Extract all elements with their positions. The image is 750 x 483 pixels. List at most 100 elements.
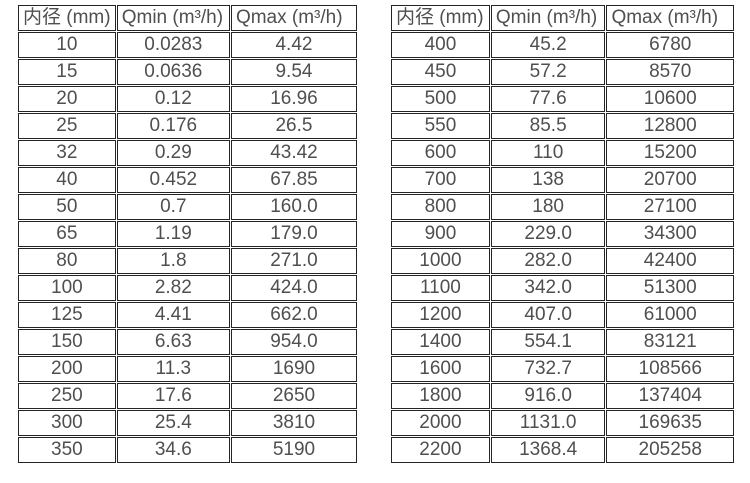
cell: 350 <box>18 437 116 463</box>
cell: 25.4 <box>116 410 230 436</box>
cell: 67.85 <box>230 167 357 193</box>
cell: 6780 <box>606 32 734 58</box>
cell: 45.2 <box>490 32 606 58</box>
cell: 6.63 <box>116 329 230 355</box>
table-row: 10 0.0283 4.42 <box>18 32 357 58</box>
cell: 3810 <box>230 410 357 436</box>
cell: 271.0 <box>230 248 357 274</box>
cell: 179.0 <box>230 221 357 247</box>
table-row: 32 0.29 43.42 <box>18 140 357 166</box>
table-row: 350 34.6 5190 <box>18 437 357 463</box>
cell: 550 <box>391 113 490 139</box>
cell: 500 <box>391 86 490 112</box>
cell: 0.29 <box>116 140 230 166</box>
cell: 108566 <box>606 356 734 382</box>
cell: 137404 <box>606 383 734 409</box>
table-row: 25 0.176 26.5 <box>18 113 357 139</box>
cell: 34.6 <box>116 437 230 463</box>
cell: 85.5 <box>490 113 606 139</box>
cell: 10 <box>18 32 116 58</box>
cell: 20 <box>18 86 116 112</box>
cell: 600 <box>391 140 490 166</box>
cell: 125 <box>18 302 116 328</box>
cell: 250 <box>18 383 116 409</box>
cell: 1100 <box>391 275 490 301</box>
cell: 20700 <box>606 167 734 193</box>
cell: 65 <box>18 221 116 247</box>
cell: 1800 <box>391 383 490 409</box>
column-header: Qmin (m³/h) <box>490 5 606 31</box>
table-row: 150 6.63 954.0 <box>18 329 357 355</box>
cell: 110 <box>490 140 606 166</box>
cell: 700 <box>391 167 490 193</box>
cell: 51300 <box>606 275 734 301</box>
cell: 42400 <box>606 248 734 274</box>
cell: 954.0 <box>230 329 357 355</box>
cell: 1400 <box>391 329 490 355</box>
table-row: 450 57.2 8570 <box>391 59 734 85</box>
cell: 450 <box>391 59 490 85</box>
cell: 138 <box>490 167 606 193</box>
cell: 800 <box>391 194 490 220</box>
table-row: 2200 1368.4 205258 <box>391 437 734 463</box>
cell: 8570 <box>606 59 734 85</box>
table-row: 1400 554.1 83121 <box>391 329 734 355</box>
cell: 26.5 <box>230 113 357 139</box>
table-row: 900 229.0 34300 <box>391 221 734 247</box>
cell: 0.176 <box>116 113 230 139</box>
cell: 80 <box>18 248 116 274</box>
table-row: 2000 1131.0 169635 <box>391 410 734 436</box>
cell: 1.8 <box>116 248 230 274</box>
cell: 200 <box>18 356 116 382</box>
cell: 27100 <box>606 194 734 220</box>
table-row: 125 4.41 662.0 <box>18 302 357 328</box>
cell: 11.3 <box>116 356 230 382</box>
cell: 0.452 <box>116 167 230 193</box>
cell: 2650 <box>230 383 357 409</box>
column-header: Qmax (m³/h) <box>230 5 357 31</box>
cell: 32 <box>18 140 116 166</box>
cell: 50 <box>18 194 116 220</box>
cell: 40 <box>18 167 116 193</box>
table-row: 700 138 20700 <box>391 167 734 193</box>
column-header: 内径 (mm) <box>391 5 490 31</box>
cell: 43.42 <box>230 140 357 166</box>
table-row: 65 1.19 179.0 <box>18 221 357 247</box>
cell: 34300 <box>606 221 734 247</box>
flow-rate-table-large-diameters: 内径 (mm) Qmin (m³/h) Qmax (m³/h) 400 45.2 678… <box>390 4 735 464</box>
cell: 180 <box>490 194 606 220</box>
table-row: 800 180 27100 <box>391 194 734 220</box>
cell: 0.7 <box>116 194 230 220</box>
table-row: 15 0.0636 9.54 <box>18 59 357 85</box>
cell: 282.0 <box>490 248 606 274</box>
cell: 342.0 <box>490 275 606 301</box>
table-row: 1000 282.0 42400 <box>391 248 734 274</box>
cell: 61000 <box>606 302 734 328</box>
cell: 1.19 <box>116 221 230 247</box>
table-row: 1800 916.0 137404 <box>391 383 734 409</box>
cell: 662.0 <box>230 302 357 328</box>
cell: 0.12 <box>116 86 230 112</box>
cell: 9.54 <box>230 59 357 85</box>
cell: 0.0283 <box>116 32 230 58</box>
cell: 400 <box>391 32 490 58</box>
table-row: 1600 732.7 108566 <box>391 356 734 382</box>
header-row: 内径 (mm) Qmin (m³/h) Qmax (m³/h) <box>391 5 734 31</box>
cell: 1690 <box>230 356 357 382</box>
cell: 169635 <box>606 410 734 436</box>
table-row: 50 0.7 160.0 <box>18 194 357 220</box>
table-row: 20 0.12 16.96 <box>18 86 357 112</box>
table-row: 600 110 15200 <box>391 140 734 166</box>
cell: 916.0 <box>490 383 606 409</box>
cell: 77.6 <box>490 86 606 112</box>
cell: 900 <box>391 221 490 247</box>
cell: 1000 <box>391 248 490 274</box>
cell: 150 <box>18 329 116 355</box>
cell: 1600 <box>391 356 490 382</box>
cell: 732.7 <box>490 356 606 382</box>
cell: 5190 <box>230 437 357 463</box>
column-header: Qmax (m³/h) <box>606 5 734 31</box>
cell: 57.2 <box>490 59 606 85</box>
cell: 15200 <box>606 140 734 166</box>
cell: 554.1 <box>490 329 606 355</box>
